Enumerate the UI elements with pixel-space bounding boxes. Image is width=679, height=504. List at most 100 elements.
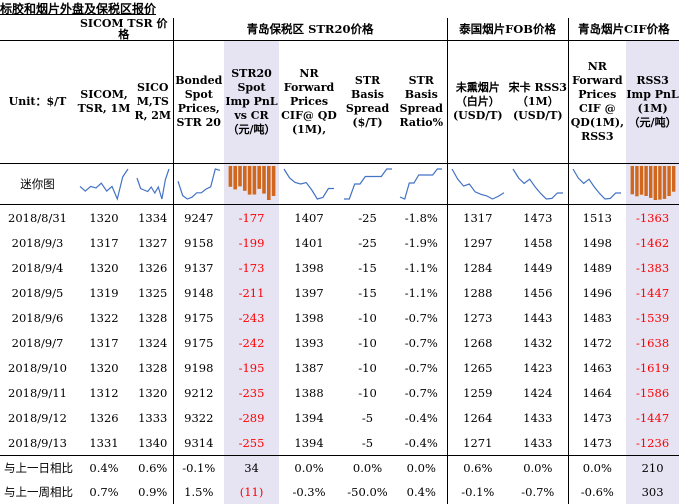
date-cell: 2018/8/31 xyxy=(8,210,67,225)
date-cell: 2018/9/10 xyxy=(8,360,67,375)
cell-c4: -255 xyxy=(224,430,280,456)
cell-c4: -235 xyxy=(224,380,280,405)
table-row: 2018/9/5 1319 1325 9148 -211 1397 -15 -1.1%… xyxy=(0,280,679,305)
cell-c2: 1324 xyxy=(138,335,168,350)
cell-c6: -15 xyxy=(358,260,377,275)
cell-c4: -173 xyxy=(224,255,280,280)
header-sicom-1m: SICOM, TSR, 1M xyxy=(75,40,133,164)
cell-c1: 1320 xyxy=(89,210,119,225)
cell-c7: -0.4% xyxy=(404,410,438,425)
sparkline-path xyxy=(512,168,563,200)
cell-c2: 0.9% xyxy=(138,485,168,499)
cell-c3: 9212 xyxy=(172,380,225,405)
cell-c11: -1447 xyxy=(626,280,679,305)
cell-c1: 1320 xyxy=(89,260,119,275)
cell-c9: 1473 xyxy=(523,210,553,225)
cell-c5: 1388 xyxy=(294,385,324,400)
sparkbar xyxy=(266,166,271,200)
sparkbar xyxy=(252,166,256,195)
cell-c7: -0.7% xyxy=(404,360,438,375)
cell-c3: 9198 xyxy=(172,355,225,380)
cell-c6: -10 xyxy=(358,335,377,350)
cell-c9: 1433 xyxy=(523,410,553,425)
cell-c11: -1383 xyxy=(626,255,679,280)
cell-c10: 1473 xyxy=(567,405,627,430)
cell-c10: 1483 xyxy=(567,305,627,330)
table-row: 2018/9/12 1326 1333 9322 -289 1394 -5 -0.4%… xyxy=(0,405,679,430)
cell-c2: 1334 xyxy=(138,210,168,225)
cell-c5: 1394 xyxy=(294,410,324,425)
cell-c11: -1462 xyxy=(626,230,679,255)
table-row: 2018/9/7 1317 1324 9175 -242 1393 -10 -0.7%… xyxy=(0,330,679,355)
cell-c9: 0.0% xyxy=(508,455,569,480)
cell-c11: -1236 xyxy=(626,430,679,456)
group-cif: 青岛烟片CIF价格 xyxy=(567,18,679,41)
cell-c9: 1423 xyxy=(523,360,553,375)
sparkline-path xyxy=(451,168,505,200)
cell-c8: -0.1% xyxy=(446,480,509,504)
date-cell: 2018/9/13 xyxy=(8,435,67,450)
cell-c5: -0.3% xyxy=(292,485,326,499)
date-cell: 2018/9/5 xyxy=(11,285,64,300)
cell-c9: 1432 xyxy=(523,335,553,350)
cell-c8: 1297 xyxy=(446,230,509,255)
sparkbar xyxy=(271,166,275,196)
table-row: 2018/9/6 1322 1328 9175 -243 1398 -10 -0.7%… xyxy=(0,305,679,330)
date-cell: 2018/9/6 xyxy=(11,310,64,325)
cell-c6: -5 xyxy=(361,410,374,425)
change-row-week: 与上一周相比 0.7% 0.9% 1.5% (11) -0.3% -50.0% 0.4… xyxy=(0,480,679,504)
header-str-basis-spread: STR Basis Spread ($/T) xyxy=(339,40,397,164)
cell-c2: 1328 xyxy=(138,310,168,325)
sparkline-label: 迷你图 xyxy=(0,163,75,205)
cell-c8: 0.6% xyxy=(446,455,509,480)
cell-c1: 1331 xyxy=(89,435,119,450)
cell-c11: -1363 xyxy=(626,204,679,230)
sparkline-row: 迷你图 xyxy=(0,163,679,205)
cell-c10: -0.6% xyxy=(567,480,627,504)
cell-c5: 1398 xyxy=(294,310,324,325)
cell-c5: 0.0% xyxy=(279,455,340,480)
header-str-basis-ratio: STR Basis Spread Ratio% xyxy=(396,40,448,164)
price-table: SICOM TSR 价格 青岛保税区 STR20价格 泰国烟片FOB价格 青岛烟… xyxy=(0,18,679,504)
sparkbar xyxy=(643,166,648,196)
cell-c7: -1.9% xyxy=(404,235,438,250)
cell-c6: -10 xyxy=(358,310,377,325)
header-nr-forward: NR Forward Prices CIF@ QD (1M), xyxy=(279,40,340,164)
cell-c2: 1327 xyxy=(138,235,168,250)
cell-c10: 1489 xyxy=(567,255,627,280)
header-rss3-pnl: RSS3 Imp PnL (1M)（元/吨） xyxy=(626,40,679,164)
cell-c7: 0.0% xyxy=(396,455,448,480)
cell-c8: 1288 xyxy=(446,280,509,305)
column-header-row: Unit：$/T SICOM, TSR, 1M SICO M,TS R, 2M … xyxy=(0,40,679,164)
sparkline-c5 xyxy=(279,163,340,205)
cell-c10: 0.0% xyxy=(567,455,627,480)
cell-c10: 1496 xyxy=(567,280,627,305)
sparkbar xyxy=(228,166,232,187)
sparkline-c11 xyxy=(626,163,679,205)
unit-header: Unit：$/T xyxy=(0,40,75,164)
change-label: 与上一日相比 xyxy=(0,455,75,480)
cell-c7: -0.7% xyxy=(404,335,438,350)
cell-c7: -0.7% xyxy=(404,385,438,400)
cell-c1: 1317 xyxy=(89,235,119,250)
cell-c8: 1273 xyxy=(446,305,509,330)
cell-c1: 1320 xyxy=(89,360,119,375)
cell-c11: -1619 xyxy=(626,355,679,380)
sparkline-path xyxy=(177,168,220,200)
cell-c2: 1326 xyxy=(138,260,168,275)
cell-c3: 1.5% xyxy=(172,480,225,504)
cell-c1: 1317 xyxy=(89,335,119,350)
group-sicom: SICOM TSR 价格 xyxy=(75,18,174,41)
cell-c7: -0.4% xyxy=(404,435,438,450)
cell-c4: -177 xyxy=(224,204,280,230)
cell-c7: -1.1% xyxy=(404,260,438,275)
sparkbar xyxy=(232,166,237,190)
cell-c10: 1513 xyxy=(567,204,627,230)
cell-c6: -5 xyxy=(361,435,374,450)
header-bonded-spot: Bonded Spot Prices, STR 20 xyxy=(172,40,225,164)
date-cell: 2018/9/12 xyxy=(8,410,67,425)
date-cell: 2018/9/11 xyxy=(8,385,67,400)
sparkline-path xyxy=(79,168,129,201)
cell-c5: 1394 xyxy=(294,435,324,450)
date-cell: 2018/9/7 xyxy=(11,335,64,350)
